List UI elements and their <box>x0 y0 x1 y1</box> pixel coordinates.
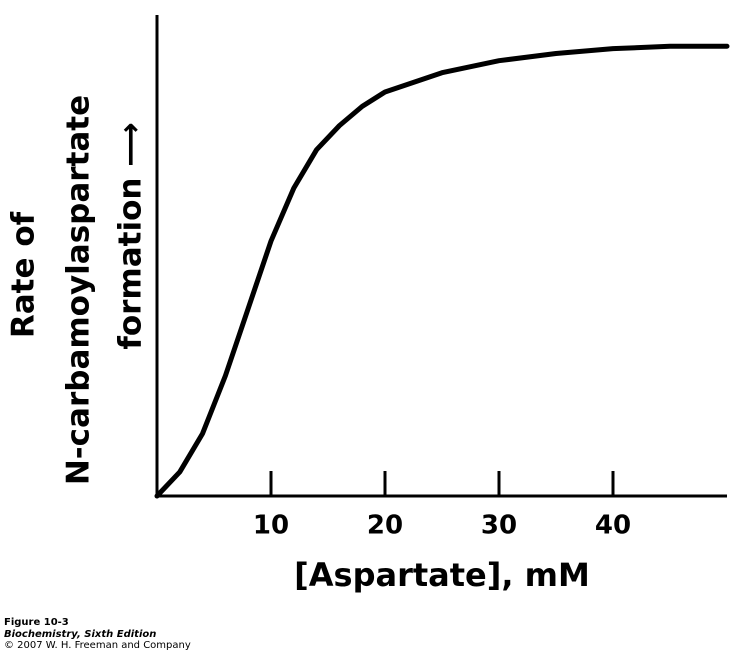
y-axis-label: formation ⟶ <box>113 122 149 349</box>
x-tick-label: 10 <box>253 511 289 541</box>
caption: © 2007 W. H. Freeman and Company <box>4 640 191 650</box>
y-axis-label: Rate of <box>6 211 42 338</box>
x-tick-label: 40 <box>595 511 631 541</box>
x-axis-label: [Aspartate], mM <box>294 556 590 594</box>
caption: Biochemistry, Sixth Edition <box>4 629 156 640</box>
data-line <box>154 43 730 499</box>
y-axis-label: N-carbamoylaspartate <box>61 95 97 485</box>
x-tick-label: 30 <box>481 511 517 541</box>
x-tick-label: 20 <box>367 511 403 541</box>
caption: Figure 10-3 <box>4 617 69 628</box>
